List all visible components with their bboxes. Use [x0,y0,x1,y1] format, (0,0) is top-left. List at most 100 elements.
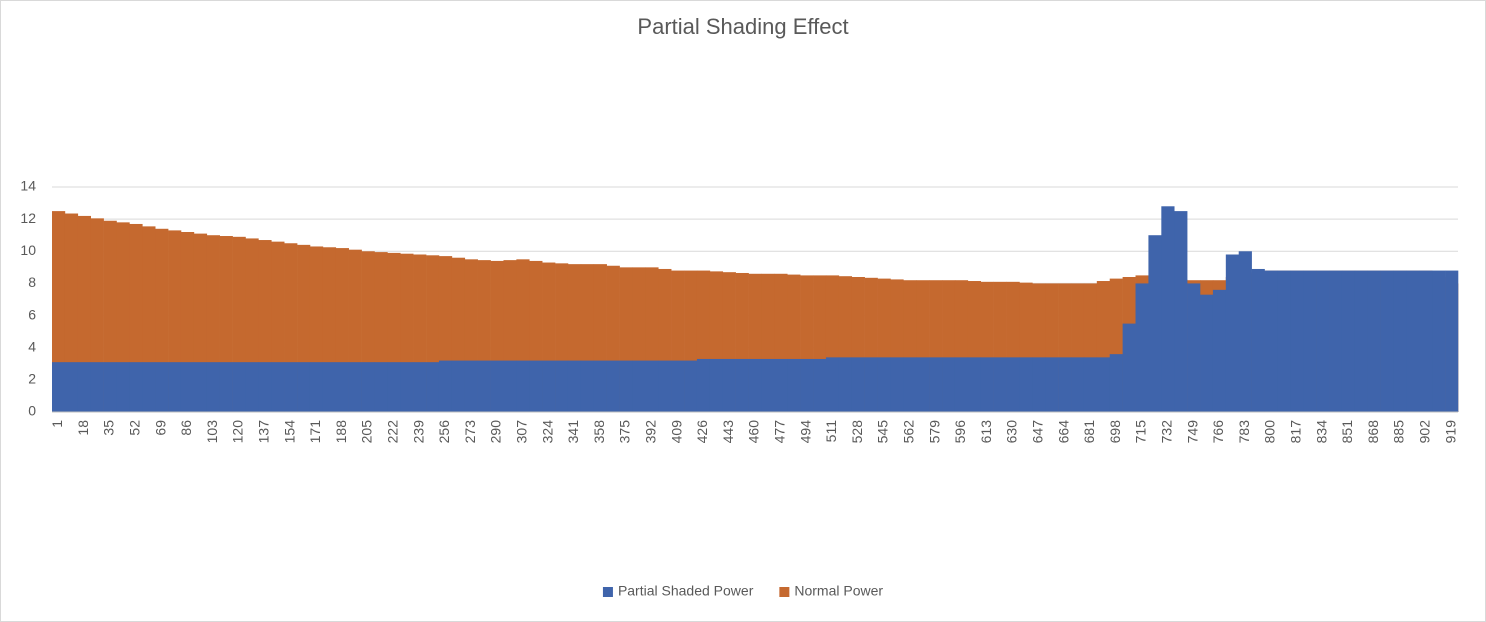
bar [284,362,298,412]
bar [722,358,736,412]
x-tick-label: 698 [1107,420,1123,444]
bar [735,358,749,412]
bar [529,360,543,412]
bar [490,360,504,412]
y-tick-label: 8 [28,274,36,290]
bar [1393,270,1407,412]
bar [606,360,620,412]
y-tick-label: 4 [28,338,36,354]
bar [1432,270,1446,412]
x-tick-label: 358 [591,420,607,444]
y-tick-label: 6 [28,306,36,322]
bar [903,357,917,412]
bar [813,358,827,412]
bar [516,360,530,412]
bar [580,360,595,412]
bar [877,357,891,412]
y-tick-label: 0 [28,403,36,419]
bar [1264,270,1278,412]
bar [916,357,930,412]
bar [155,362,169,412]
x-tick-label: 817 [1287,420,1303,444]
bar [271,362,285,412]
bar [451,360,466,412]
bar [993,357,1007,412]
bar [219,362,233,412]
bar [748,358,762,412]
bar [671,360,685,412]
x-tick-label: 562 [900,420,916,444]
bar [168,362,182,412]
bar [1045,357,1059,412]
x-tick-label: 290 [488,420,504,444]
x-tick-label: 851 [1339,420,1355,444]
bar [593,360,607,412]
legend: Partial Shaded Power Normal Power [602,583,883,599]
bar [1354,270,1369,412]
bar [322,362,337,412]
bar [1187,283,1201,412]
x-tick-label: 443 [720,420,736,444]
x-tick-label: 52 [127,420,143,436]
x-tick-label: 205 [359,420,375,444]
x-tick-label: 426 [694,420,710,444]
bar [232,362,246,412]
bar [658,360,672,412]
bar [1174,211,1188,412]
bar [1019,357,1033,412]
bar [645,360,659,412]
y-tick-label: 10 [20,242,36,258]
bar [619,360,633,412]
bar [1135,283,1149,412]
bar [1406,270,1420,412]
x-tick-label: 681 [1081,420,1097,444]
bar [193,362,208,412]
bar [942,357,956,412]
x-tick-label: 69 [152,420,168,436]
x-tick-label: 596 [952,420,968,444]
x-tick-label: 392 [643,420,659,444]
bar [129,362,143,412]
bar [52,362,66,412]
x-tick-label: 902 [1416,420,1432,444]
x-tick-label: 460 [746,420,762,444]
x-tick-label: 647 [1029,420,1045,444]
bar [980,357,994,412]
bar [1303,270,1317,412]
bar [696,358,711,412]
bar [387,362,401,412]
x-tick-label: 273 [462,420,478,444]
bar [1238,251,1252,412]
legend-label: Normal Power [794,583,883,599]
x-tick-label: 222 [385,420,401,444]
bar [361,362,375,412]
x-tick-label: 103 [204,420,220,444]
bar [890,357,904,412]
x-tick-label: 375 [617,420,633,444]
bar [90,362,104,412]
x-tick-label: 137 [256,420,272,444]
bar [103,362,117,412]
bar [1316,270,1330,412]
bar [954,357,969,412]
bar [1161,206,1175,412]
x-tick-label: 324 [539,420,555,444]
x-tick-label: 256 [436,420,452,444]
bar [684,360,698,412]
bar [1341,270,1356,412]
bar [1290,270,1304,412]
bar [206,362,220,412]
legend-swatch [779,587,790,597]
bar [258,362,272,412]
bar [1380,270,1394,412]
bar [1096,357,1111,412]
x-tick-label: 341 [565,420,581,444]
bar [297,362,311,412]
bar [709,358,724,412]
bar [800,358,814,412]
x-tick-label: 1 [49,420,65,428]
bar [1419,270,1433,412]
x-tick-label: 613 [978,420,994,444]
bar [555,360,569,412]
